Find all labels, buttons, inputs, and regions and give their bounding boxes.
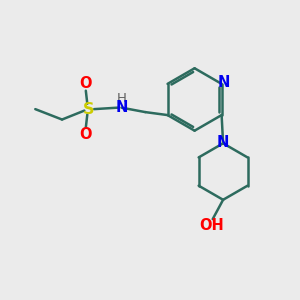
Text: N: N xyxy=(217,135,229,150)
Text: H: H xyxy=(116,92,126,105)
Text: O: O xyxy=(80,76,92,91)
Text: OH: OH xyxy=(199,218,224,233)
Text: O: O xyxy=(80,128,92,142)
Text: S: S xyxy=(83,102,94,117)
Text: N: N xyxy=(218,75,230,90)
Text: N: N xyxy=(115,100,128,115)
